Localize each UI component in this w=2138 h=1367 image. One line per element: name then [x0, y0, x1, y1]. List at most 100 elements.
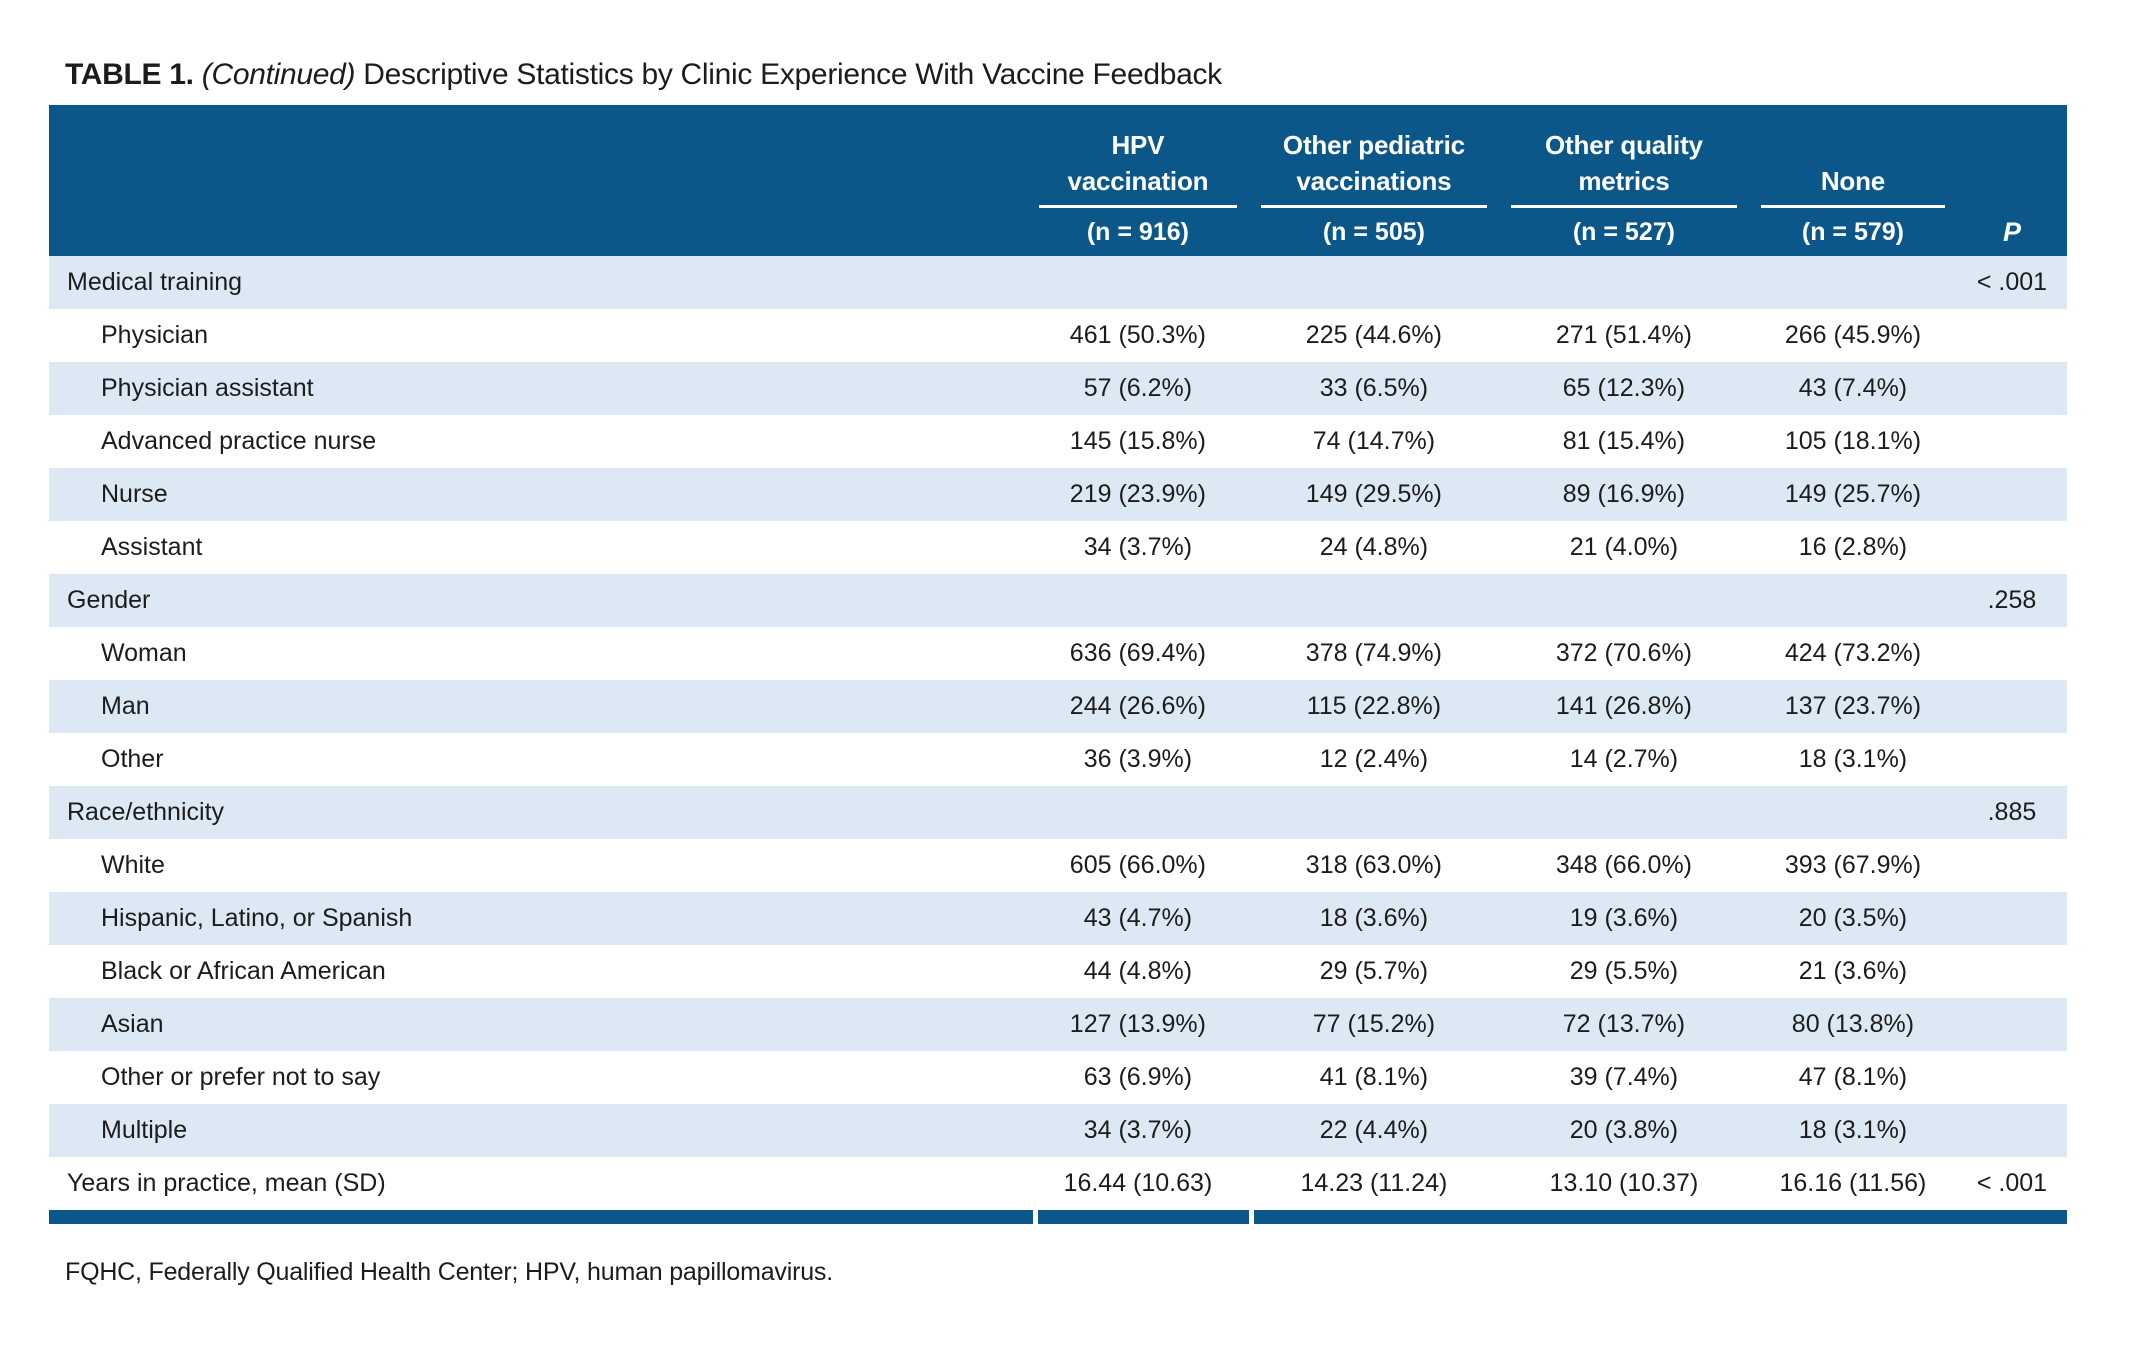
value-cell: 149 (25.7%) — [1784, 480, 1922, 508]
value-cell: 29 (5.7%) — [1319, 957, 1429, 985]
value-cell: 20 (3.5%) — [1798, 904, 1908, 932]
row-label: Assistant — [101, 533, 203, 561]
value-cell: 18 (3.6%) — [1319, 904, 1429, 932]
column-header-line: vaccinations — [1296, 166, 1452, 196]
value-cell: 81 (15.4%) — [1562, 427, 1686, 455]
value-cell: 34 (3.7%) — [1083, 1116, 1193, 1144]
column-header-n: (n = 916) — [1086, 217, 1189, 246]
column-header-rule — [1260, 205, 1487, 208]
value-cell: 16.16 (11.56) — [1779, 1169, 1927, 1197]
table-row: Woman 636 (69.4%) 378 (74.9%) 372 (70.6%… — [49, 627, 2067, 680]
table-row: Assistant 34 (3.7%) 24 (4.8%) 21 (4.0%) … — [49, 521, 2067, 574]
p-value-cell: < .001 — [1976, 1169, 2048, 1197]
value-cell: 43 (7.4%) — [1798, 374, 1908, 402]
value-cell: 105 (18.1%) — [1784, 427, 1922, 455]
value-cell: 33 (6.5%) — [1319, 374, 1429, 402]
value-cell: 22 (4.4%) — [1319, 1116, 1429, 1144]
value-cell: 36 (3.9%) — [1083, 745, 1193, 773]
row-label: Advanced practice nurse — [101, 427, 377, 455]
table-number: TABLE 1. — [65, 58, 194, 91]
table-row: White 605 (66.0%) 318 (63.0%) 348 (66.0%… — [49, 839, 2067, 892]
bottom-rule-gap — [1032, 1210, 1038, 1224]
value-cell: 266 (45.9%) — [1784, 321, 1922, 349]
value-cell: 225 (44.6%) — [1305, 321, 1442, 349]
column-header-line: HPV — [1111, 130, 1165, 160]
column-header-rule — [1038, 205, 1237, 208]
column-header-line: Other quality — [1545, 130, 1703, 160]
column-header-line: metrics — [1578, 166, 1670, 196]
header-stub-cell — [49, 105, 1027, 256]
value-cell: 19 (3.6%) — [1569, 904, 1679, 932]
row-label: Physician assistant — [101, 374, 314, 402]
column-header-line: None — [1820, 166, 1886, 196]
row-label: Hispanic, Latino, or Spanish — [101, 904, 413, 932]
row-label: Black or African American — [101, 957, 386, 985]
column-header-line: Other pediatric — [1282, 130, 1465, 160]
column-header: HPV vaccination (n = 916) — [1027, 105, 1249, 256]
column-header-n: (n = 505) — [1322, 217, 1425, 246]
table-title: TABLE 1. (Continued) Descriptive Statist… — [65, 58, 1222, 92]
value-cell: 74 (14.7%) — [1312, 427, 1436, 455]
table-row: Man 244 (26.6%) 115 (22.8%) 141 (26.8%) … — [49, 680, 2067, 733]
table-row: Black or African American 44 (4.8%) 29 (… — [49, 945, 2067, 998]
row-label: Asian — [101, 1010, 164, 1038]
table-row: Multiple 34 (3.7%) 22 (4.4%) 20 (3.8%) 1… — [49, 1104, 2067, 1157]
column-header-n: (n = 527) — [1572, 217, 1675, 246]
table-row: Gender .258 — [49, 574, 2067, 627]
p-value-cell: < .001 — [1976, 268, 2048, 296]
value-cell: 29 (5.5%) — [1569, 957, 1679, 985]
value-cell: 16 (2.8%) — [1798, 533, 1908, 561]
column-header-label: Other pediatric vaccinations — [1253, 111, 1495, 199]
table-caption: Descriptive Statistics by Clinic Experie… — [363, 58, 1222, 91]
value-cell: 12 (2.4%) — [1319, 745, 1429, 773]
value-cell: 43 (4.7%) — [1083, 904, 1193, 932]
value-cell: 141 (26.8%) — [1555, 692, 1693, 720]
row-label: Other — [101, 745, 164, 773]
row-label: Man — [101, 692, 150, 720]
value-cell: 39 (7.4%) — [1569, 1063, 1679, 1091]
value-cell: 424 (73.2%) — [1784, 639, 1922, 667]
value-cell: 34 (3.7%) — [1083, 533, 1193, 561]
value-cell: 145 (15.8%) — [1069, 427, 1206, 455]
p-value-cell: .885 — [1987, 798, 2037, 826]
row-label: Multiple — [101, 1116, 188, 1144]
row-label: Other or prefer not to say — [101, 1063, 381, 1091]
value-cell: 65 (12.3%) — [1562, 374, 1686, 402]
table-row: Asian 127 (13.9%) 77 (15.2%) 72 (13.7%) … — [49, 998, 2067, 1051]
value-cell: 89 (16.9%) — [1562, 480, 1686, 508]
value-cell: 47 (8.1%) — [1798, 1063, 1908, 1091]
table-body: Medical training < .001 Physician 461 (5… — [49, 256, 2067, 1210]
p-column-label: P — [2002, 216, 2021, 247]
value-cell: 318 (63.0%) — [1305, 851, 1442, 879]
value-cell: 41 (8.1%) — [1319, 1063, 1429, 1091]
value-cell: 18 (3.1%) — [1798, 745, 1908, 773]
table-row: Advanced practice nurse 145 (15.8%) 74 (… — [49, 415, 2067, 468]
column-header-n: (n = 579) — [1801, 217, 1904, 246]
value-cell: 372 (70.6%) — [1555, 639, 1693, 667]
value-cell: 244 (26.6%) — [1069, 692, 1206, 720]
column-header-label: HPV vaccination — [1031, 111, 1245, 199]
value-cell: 378 (74.9%) — [1305, 639, 1442, 667]
row-label: Years in practice, mean (SD) — [67, 1169, 386, 1197]
table-continued-label: (Continued) — [201, 58, 356, 91]
table-row: Physician 461 (50.3%) 225 (44.6%) 271 (5… — [49, 309, 2067, 362]
value-cell: 44 (4.8%) — [1083, 957, 1193, 985]
value-cell: 18 (3.1%) — [1798, 1116, 1908, 1144]
row-label: Nurse — [101, 480, 168, 508]
row-label: Race/ethnicity — [67, 798, 225, 826]
table-row: Nurse 219 (23.9%) 149 (29.5%) 89 (16.9%)… — [49, 468, 2067, 521]
value-cell: 80 (13.8%) — [1791, 1010, 1915, 1038]
value-cell: 24 (4.8%) — [1319, 533, 1429, 561]
row-label: White — [101, 851, 165, 879]
table-bottom-rule — [49, 1210, 2067, 1224]
value-cell: 13.10 (10.37) — [1549, 1169, 1699, 1197]
value-cell: 63 (6.9%) — [1083, 1063, 1193, 1091]
value-cell: 115 (22.8%) — [1306, 692, 1442, 720]
value-cell: 16.44 (10.63) — [1063, 1169, 1213, 1197]
value-cell: 219 (23.9%) — [1069, 480, 1206, 508]
value-cell: 636 (69.4%) — [1069, 639, 1206, 667]
table-row: Other or prefer not to say 63 (6.9%) 41 … — [49, 1051, 2067, 1104]
column-header-rule — [1760, 205, 1945, 208]
table-row: Medical training < .001 — [49, 256, 2067, 309]
